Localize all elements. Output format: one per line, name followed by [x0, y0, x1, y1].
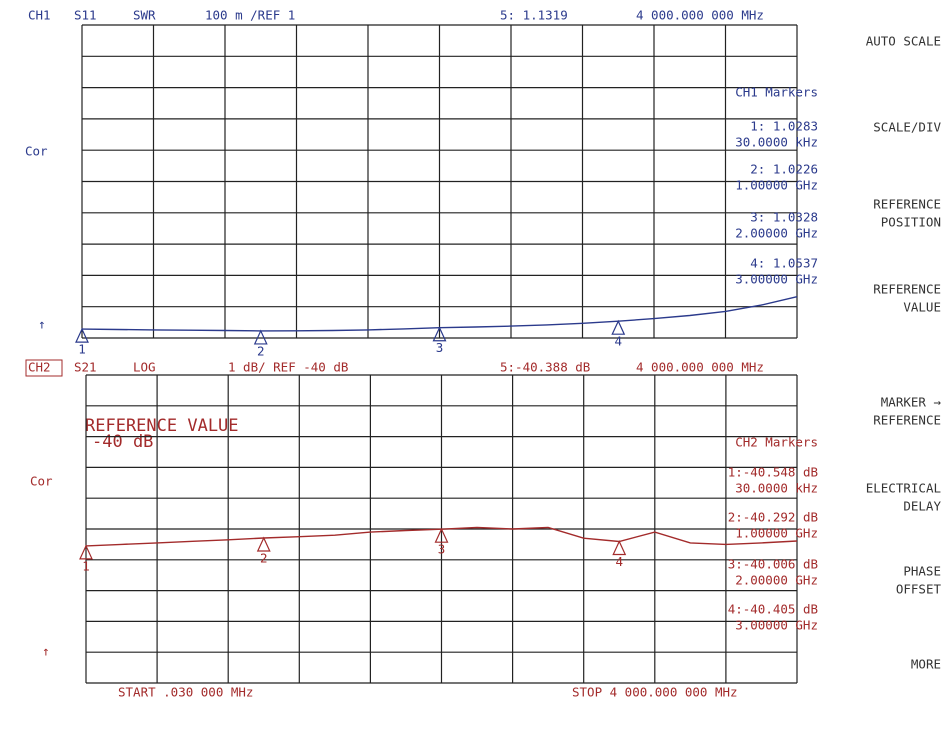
softkey[interactable]: REFERENCE	[873, 413, 941, 428]
channel-format: LOG	[133, 360, 156, 375]
marker-number: 4	[615, 554, 623, 569]
marker-readout: 2:-40.292 dB	[728, 510, 818, 525]
channel-marker5: 5:-40.388 dB	[500, 360, 590, 375]
marker-frequency: 2.00000 GHz	[735, 573, 818, 588]
marker-number: 3	[436, 340, 444, 355]
marker-triangle	[611, 319, 626, 335]
channel-marker5: 5: 1.1319	[500, 8, 568, 23]
channel-param: S21	[74, 360, 97, 375]
channel-channel: CH2	[28, 360, 51, 375]
marker-readout: 1: 1.0283	[750, 119, 818, 134]
marker-number: 1	[78, 342, 86, 357]
cor-indicator: Cor	[25, 144, 48, 159]
softkey[interactable]: MORE	[911, 657, 941, 672]
marker-triangle	[253, 329, 268, 345]
marker-triangle	[432, 326, 447, 342]
marker-readout: 3: 1.0328	[750, 210, 818, 225]
channel-channel: CH1	[28, 8, 51, 23]
ref-arrow: ↑	[38, 317, 46, 332]
marker-number: 2	[260, 550, 268, 565]
marker-readout: 4:-40.405 dB	[728, 602, 818, 617]
softkey[interactable]: ELECTRICAL	[866, 481, 941, 496]
softkey[interactable]: REFERENCE	[873, 197, 941, 212]
channel-marker5-freq: 4 000.000 000 MHz	[636, 8, 764, 23]
marker-triangle	[256, 536, 271, 552]
softkey[interactable]: SCALE/DIV	[873, 120, 941, 135]
marker-readout: 3:-40.006 dB	[728, 557, 818, 572]
marker-readout: 4: 1.0537	[750, 256, 818, 271]
softkey[interactable]: MARKER →	[881, 395, 942, 410]
channel-param: S11	[74, 8, 97, 23]
channel-scale: 1 dB/ REF -40 dB	[228, 360, 348, 375]
softkey[interactable]: DELAY	[903, 499, 941, 514]
reference-note: REFERENCE VALUE	[85, 416, 239, 436]
marker-frequency: 30.0000 kHz	[735, 481, 818, 496]
softkey[interactable]: POSITION	[881, 215, 941, 230]
reference-note: -40 dB	[92, 432, 153, 452]
marker-triangle	[75, 327, 89, 343]
softkey[interactable]: OFFSET	[896, 582, 942, 597]
softkey[interactable]: REFERENCE	[873, 282, 941, 297]
marker-frequency: 1.00000 GHz	[735, 178, 818, 193]
marker-frequency: 30.0000 kHz	[735, 135, 818, 150]
softkey[interactable]: VALUE	[903, 300, 941, 315]
marker-list-title: CH2 Markers	[735, 435, 818, 450]
channel-marker5-freq: 4 000.000 000 MHz	[636, 360, 764, 375]
marker-frequency: 2.00000 GHz	[735, 226, 818, 241]
start-freq: START .030 000 MHz	[118, 685, 253, 700]
marker-readout: 2: 1.0226	[750, 162, 818, 177]
ref-arrow: ↑	[42, 644, 50, 659]
stop-freq: STOP 4 000.000 000 MHz	[572, 685, 738, 700]
marker-readout: 1:-40.548 dB	[728, 465, 818, 480]
marker-frequency: 1.00000 GHz	[735, 526, 818, 541]
softkey[interactable]: AUTO SCALE	[866, 34, 941, 49]
cor-indicator: Cor	[30, 474, 53, 489]
marker-list-title: CH1 Markers	[735, 85, 818, 100]
marker-number: 1	[82, 558, 90, 573]
marker-triangle	[79, 544, 93, 560]
marker-number: 2	[257, 343, 265, 358]
channel-format: SWR	[133, 8, 156, 23]
marker-triangle	[434, 527, 449, 543]
marker-frequency: 3.00000 GHz	[735, 272, 818, 287]
marker-number: 3	[438, 542, 446, 557]
marker-number: 4	[614, 334, 622, 349]
marker-triangle	[612, 540, 627, 556]
softkey[interactable]: PHASE	[903, 564, 941, 579]
channel-box	[25, 359, 63, 377]
marker-frequency: 3.00000 GHz	[735, 618, 818, 633]
channel-scale: 100 m /REF 1	[205, 8, 295, 23]
